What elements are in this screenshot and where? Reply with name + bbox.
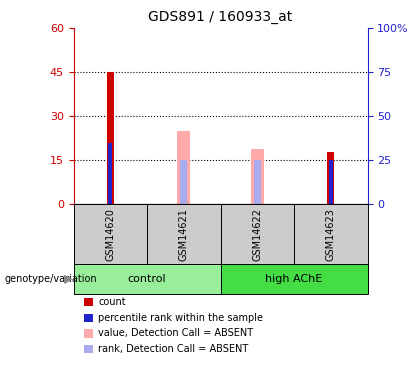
Text: value, Detection Call = ABSENT: value, Detection Call = ABSENT [98, 328, 253, 338]
Bar [181, 160, 187, 204]
Text: control: control [128, 274, 166, 284]
Text: rank, Detection Call = ABSENT: rank, Detection Call = ABSENT [98, 344, 249, 354]
Text: genotype/variation: genotype/variation [4, 274, 97, 284]
Bar [254, 160, 260, 204]
Text: GSM14622: GSM14622 [252, 208, 262, 261]
Bar [251, 148, 264, 204]
Bar [74, 204, 147, 264]
Title: GDS891 / 160933_at: GDS891 / 160933_at [148, 10, 293, 24]
Bar [294, 204, 368, 264]
Bar [147, 204, 220, 264]
Text: high AChE: high AChE [265, 274, 323, 284]
Bar [220, 264, 368, 294]
Bar [329, 160, 333, 204]
Bar [107, 72, 113, 204]
Bar [220, 204, 294, 264]
Text: GSM14623: GSM14623 [326, 208, 336, 261]
Bar [74, 264, 220, 294]
Bar [108, 143, 112, 204]
Text: GSM14621: GSM14621 [179, 208, 189, 261]
Text: count: count [98, 297, 126, 307]
Polygon shape [65, 276, 71, 283]
Text: percentile rank within the sample: percentile rank within the sample [98, 313, 263, 322]
Bar [328, 152, 334, 204]
Bar [177, 131, 190, 204]
Text: GSM14620: GSM14620 [105, 208, 115, 261]
